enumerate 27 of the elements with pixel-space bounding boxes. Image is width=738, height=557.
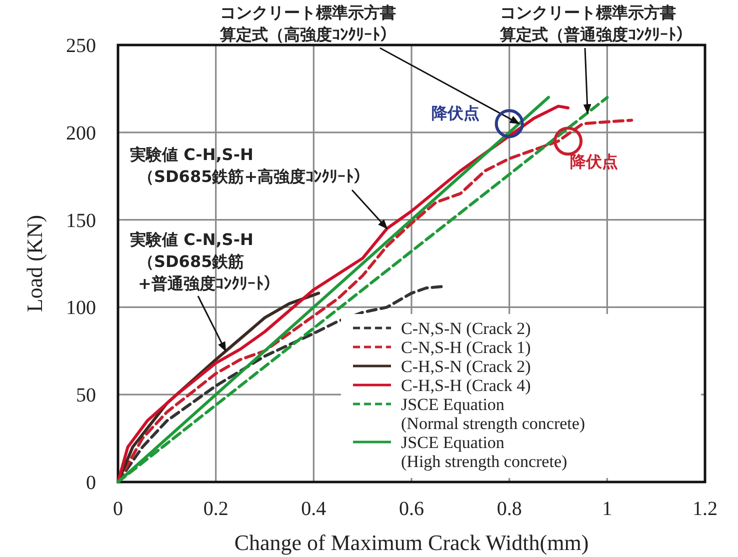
x-tick-label: 0.8 — [496, 498, 522, 520]
y-tick-label: 0 — [86, 472, 96, 494]
legend-label: JSCE Equation (High strength concrete) — [401, 433, 568, 471]
x-tick-label: 0.4 — [301, 498, 326, 520]
y-tick-label: 100 — [66, 297, 96, 320]
legend-label: C-H,S-H (Crack 4) — [401, 376, 531, 395]
annotation: コンクリート標準示方書算定式（普通強度ｺﾝｸﾘｰﾄ） — [499, 3, 692, 44]
legend-label: C-H,S-N (Crack 2) — [401, 357, 531, 376]
y-tick-label: 150 — [66, 210, 96, 232]
annotation: 実験値 C-N,S-H （SD685鉄筋 +普通強度ｺﾝｸﾘｰﾄ） — [129, 230, 280, 293]
legend-label: JSCE Equation (Normal strength concrete) — [401, 395, 586, 433]
y-axis-title: Load (KN) — [22, 214, 47, 312]
y-tick-label: 250 — [66, 35, 96, 57]
x-tick-label: 1 — [602, 498, 612, 520]
legend-label: C-N,S-H (Crack 1) — [401, 338, 531, 357]
y-tick-label: 50 — [76, 384, 96, 407]
x-axis-title: Change of Maximum Crack Width(mm) — [234, 530, 589, 555]
x-tick-label: 0.6 — [399, 498, 424, 520]
legend-label: C-N,S-N (Crack 2) — [401, 319, 531, 338]
annotation: コンクリート標準示方書算定式（高強度ｺﾝｸﾘｰﾄ） — [219, 3, 396, 44]
annotation: 降伏点 — [570, 152, 618, 172]
x-tick-label: 1.2 — [692, 498, 718, 520]
annotation: 降伏点 — [431, 104, 480, 123]
annotation: 実験値 C-H,S-H （SD685鉄筋+高強度ｺﾝｸﾘｰﾄ） — [129, 145, 370, 186]
y-tick-label: 200 — [66, 122, 96, 144]
x-tick-label: 0.2 — [203, 498, 228, 520]
x-tick-label: 0 — [113, 498, 123, 520]
